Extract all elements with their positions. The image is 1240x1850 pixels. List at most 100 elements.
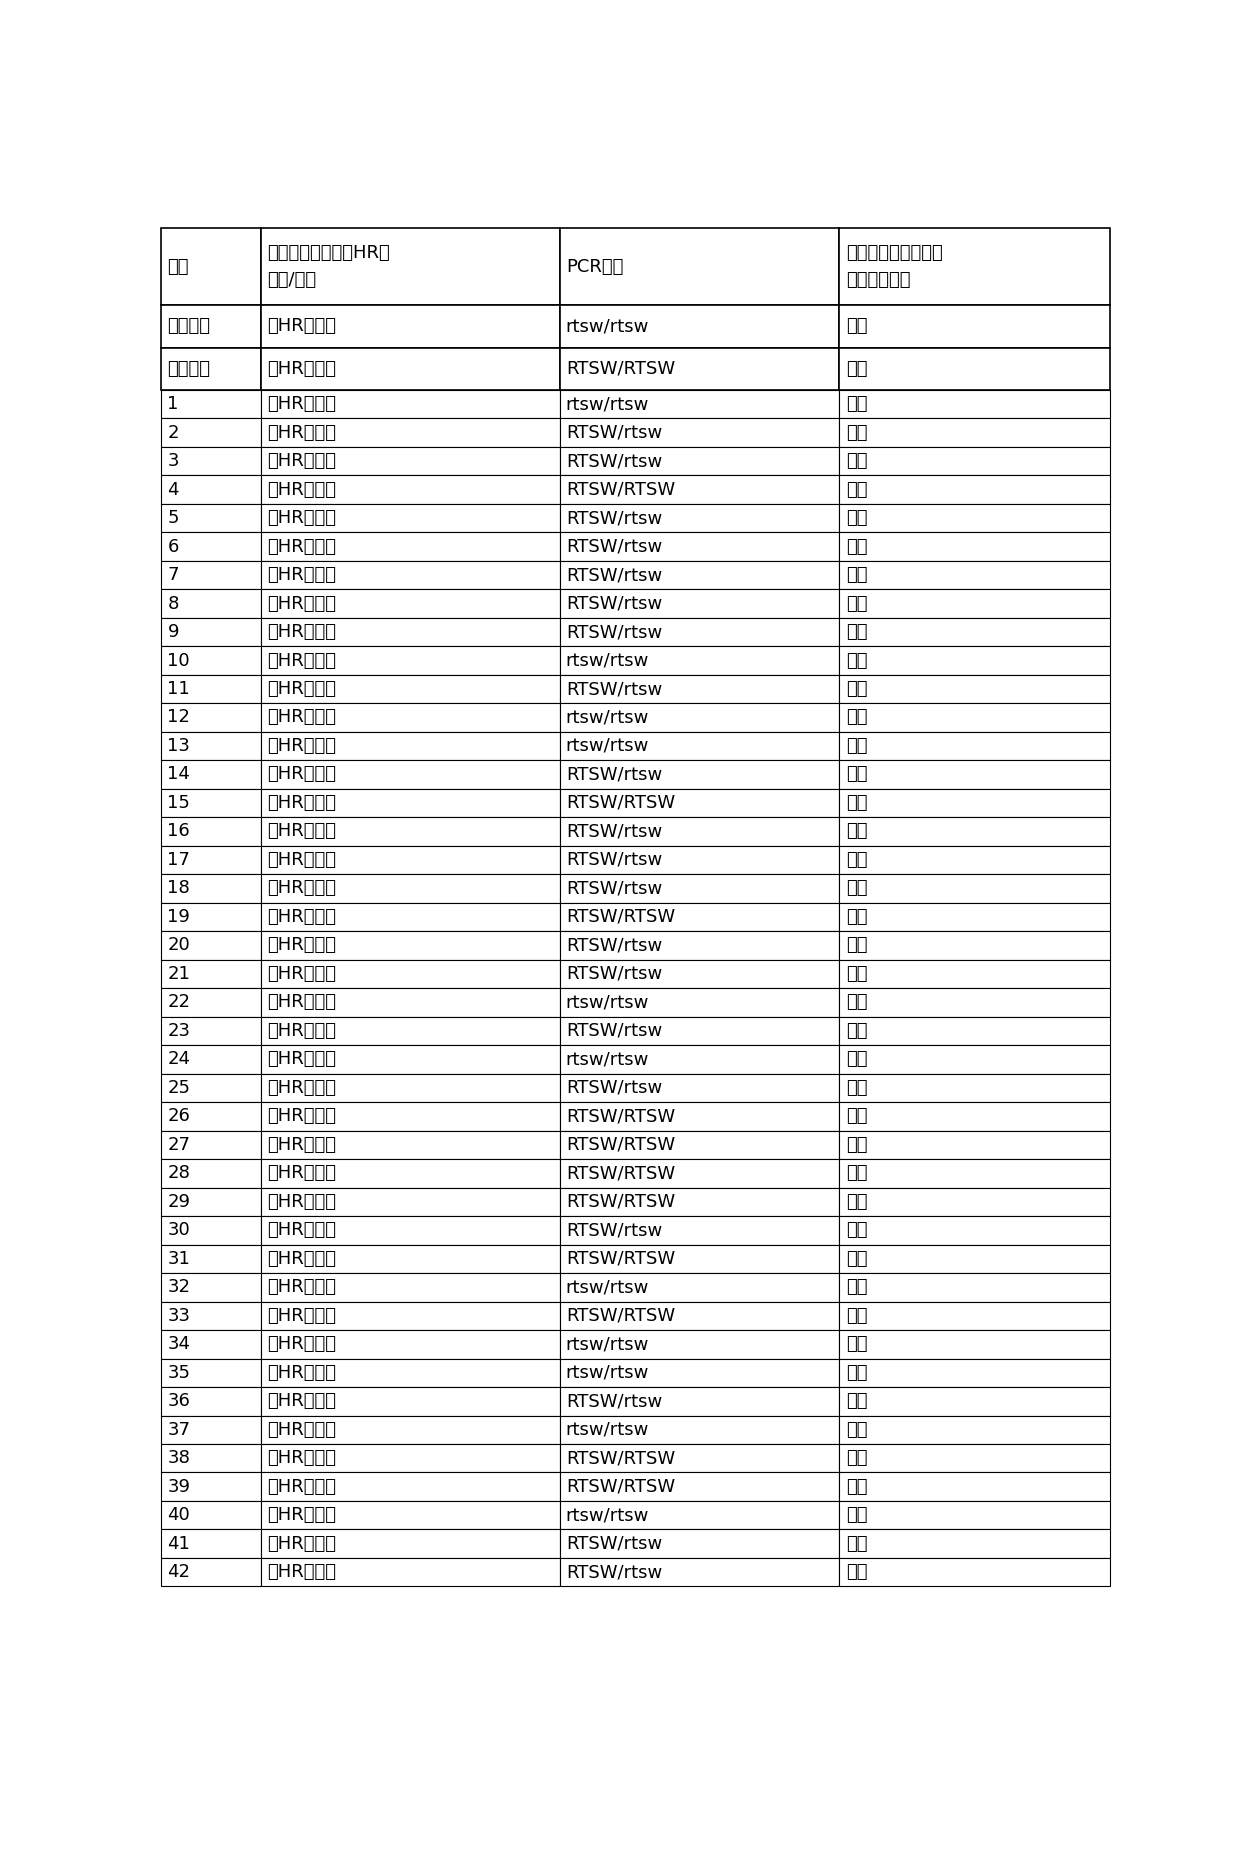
Bar bbox=[839, 228, 1110, 305]
Bar bbox=[161, 1500, 260, 1530]
Text: 符合: 符合 bbox=[846, 359, 867, 377]
Bar bbox=[839, 1473, 1110, 1500]
Text: 有HR，抗病: 有HR，抗病 bbox=[267, 1136, 336, 1154]
Bar bbox=[161, 1388, 260, 1415]
Text: 40: 40 bbox=[167, 1506, 190, 1524]
Bar bbox=[161, 1103, 260, 1130]
Text: 抗病亲本: 抗病亲本 bbox=[167, 359, 211, 377]
Text: RTSW/rtsw: RTSW/rtsw bbox=[565, 594, 662, 612]
Bar bbox=[260, 646, 559, 675]
Bar bbox=[839, 988, 1110, 1018]
Bar bbox=[559, 875, 839, 903]
Text: RTSW/RTSW: RTSW/RTSW bbox=[565, 1164, 675, 1182]
Text: 27: 27 bbox=[167, 1136, 191, 1154]
Bar bbox=[260, 533, 559, 561]
Bar bbox=[559, 305, 839, 348]
Text: 有HR，抗病: 有HR，抗病 bbox=[267, 451, 336, 470]
Bar bbox=[839, 760, 1110, 788]
Bar bbox=[839, 875, 1110, 903]
Bar bbox=[161, 1273, 260, 1302]
Bar bbox=[260, 788, 559, 818]
Text: 符合: 符合 bbox=[846, 908, 867, 927]
Bar bbox=[559, 1358, 839, 1388]
Text: 无HR，感病: 无HR，感病 bbox=[267, 1363, 336, 1382]
Bar bbox=[559, 418, 839, 448]
Text: 42: 42 bbox=[167, 1563, 191, 1582]
Bar bbox=[260, 390, 559, 418]
Bar bbox=[161, 733, 260, 760]
Bar bbox=[260, 1215, 559, 1245]
Text: rtsw/rtsw: rtsw/rtsw bbox=[565, 709, 650, 727]
Bar bbox=[839, 348, 1110, 390]
Text: 有HR，抗病: 有HR，抗病 bbox=[267, 936, 336, 955]
Bar bbox=[260, 875, 559, 903]
Bar bbox=[839, 1103, 1110, 1130]
Bar bbox=[559, 448, 839, 475]
Text: rtsw/rtsw: rtsw/rtsw bbox=[565, 736, 650, 755]
Text: 16: 16 bbox=[167, 823, 190, 840]
Bar bbox=[839, 1188, 1110, 1215]
Bar bbox=[260, 1103, 559, 1130]
Bar bbox=[260, 448, 559, 475]
Text: 有HR，抗病: 有HR，抗病 bbox=[267, 566, 336, 585]
Bar bbox=[559, 845, 839, 875]
Text: 无HR，感病: 无HR，感病 bbox=[267, 736, 336, 755]
Bar bbox=[260, 561, 559, 590]
Bar bbox=[260, 228, 559, 305]
Bar bbox=[260, 1245, 559, 1273]
Text: 有HR，抗病: 有HR，抗病 bbox=[267, 1563, 336, 1582]
Text: 29: 29 bbox=[167, 1193, 191, 1210]
Bar bbox=[161, 390, 260, 418]
Bar bbox=[161, 618, 260, 646]
Text: 符合: 符合 bbox=[846, 1478, 867, 1495]
Text: 有HR，抗病: 有HR，抗病 bbox=[267, 851, 336, 869]
Bar bbox=[161, 788, 260, 818]
Text: RTSW/rtsw: RTSW/rtsw bbox=[565, 879, 662, 897]
Bar bbox=[161, 1073, 260, 1103]
Text: 符合: 符合 bbox=[846, 1278, 867, 1297]
Text: 有HR，抗病: 有HR，抗病 bbox=[267, 1478, 336, 1495]
Text: 有HR，抗病: 有HR，抗病 bbox=[267, 623, 336, 642]
Bar bbox=[839, 646, 1110, 675]
Text: rtsw/rtsw: rtsw/rtsw bbox=[565, 993, 650, 1012]
Text: 23: 23 bbox=[167, 1021, 191, 1040]
Text: RTSW/rtsw: RTSW/rtsw bbox=[565, 509, 662, 527]
Text: RTSW/rtsw: RTSW/rtsw bbox=[565, 566, 662, 585]
Text: 14: 14 bbox=[167, 766, 190, 784]
Bar bbox=[559, 1245, 839, 1273]
Bar bbox=[839, 475, 1110, 503]
Text: 有HR，抗病: 有HR，抗病 bbox=[267, 1251, 336, 1267]
Bar bbox=[839, 590, 1110, 618]
Bar bbox=[559, 590, 839, 618]
Bar bbox=[839, 1302, 1110, 1330]
Bar bbox=[839, 845, 1110, 875]
Text: 有HR，抗病: 有HR，抗病 bbox=[267, 481, 336, 498]
Text: 符合: 符合 bbox=[846, 481, 867, 498]
Text: 8: 8 bbox=[167, 594, 179, 612]
Bar bbox=[260, 703, 559, 733]
Text: 有HR，抗病: 有HR，抗病 bbox=[267, 1536, 336, 1552]
Bar bbox=[839, 448, 1110, 475]
Bar bbox=[260, 1358, 559, 1388]
Text: 符合: 符合 bbox=[846, 1051, 867, 1069]
Bar bbox=[839, 1018, 1110, 1045]
Bar bbox=[559, 1415, 839, 1445]
Text: RTSW/rtsw: RTSW/rtsw bbox=[565, 851, 662, 869]
Bar bbox=[161, 1473, 260, 1500]
Bar bbox=[839, 1273, 1110, 1302]
Text: 符合: 符合 bbox=[846, 851, 867, 869]
Text: rtsw/rtsw: rtsw/rtsw bbox=[565, 1278, 650, 1297]
Bar bbox=[839, 503, 1110, 533]
Bar bbox=[559, 1273, 839, 1302]
Bar bbox=[260, 1045, 559, 1073]
Text: RTSW/RTSW: RTSW/RTSW bbox=[565, 1449, 675, 1467]
Text: 符合: 符合 bbox=[846, 1536, 867, 1552]
Bar bbox=[161, 590, 260, 618]
Bar bbox=[161, 448, 260, 475]
Bar bbox=[161, 903, 260, 931]
Text: 1: 1 bbox=[167, 396, 179, 413]
Bar bbox=[260, 1018, 559, 1045]
Bar bbox=[839, 1445, 1110, 1473]
Text: 符合: 符合 bbox=[846, 736, 867, 755]
Bar bbox=[839, 305, 1110, 348]
